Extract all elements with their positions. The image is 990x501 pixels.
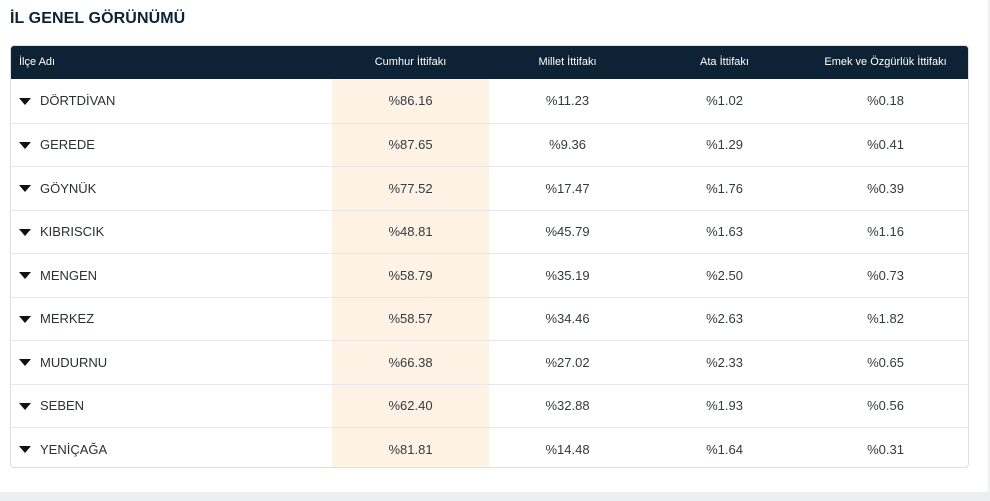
caret-down-icon[interactable] xyxy=(19,141,31,149)
district-name: KIBRISCIK xyxy=(40,224,105,240)
caret-down-icon[interactable] xyxy=(19,97,31,105)
district-cell[interactable]: MENGEN xyxy=(11,254,332,297)
district-cell[interactable]: GÖYNÜK xyxy=(11,167,332,210)
cumhur-value: %66.38 xyxy=(332,341,489,384)
millet-value: %11.23 xyxy=(545,93,590,109)
table-row[interactable]: DÖRTDİVAN %86.16 %11.23 %1.02 %0.18 xyxy=(11,79,968,123)
results-table: İlçe Adı Cumhur İttifakı Millet İttifakı… xyxy=(10,45,969,468)
emek-value: %0.41 xyxy=(867,137,904,153)
column-header-district[interactable]: İlçe Adı xyxy=(19,56,56,68)
table-row[interactable]: MERKEZ %58.57 %34.46 %2.63 %1.82 xyxy=(11,296,968,341)
table-row[interactable]: GÖYNÜK %77.52 %17.47 %1.76 %0.39 xyxy=(11,166,968,210)
right-edge xyxy=(988,0,990,501)
ata-value: %2.33 xyxy=(706,354,743,370)
caret-down-icon[interactable] xyxy=(19,272,31,280)
millet-value: %45.79 xyxy=(545,224,590,240)
millet-value: %27.02 xyxy=(545,354,590,370)
bottom-band xyxy=(0,492,990,501)
district-cell[interactable]: GEREDE xyxy=(11,124,332,167)
district-name: GÖYNÜK xyxy=(40,180,97,196)
ata-value: %1.63 xyxy=(706,224,743,240)
millet-value: %34.46 xyxy=(545,311,590,327)
ata-value: %2.50 xyxy=(706,267,743,283)
caret-down-icon[interactable] xyxy=(19,402,31,410)
caret-down-icon[interactable] xyxy=(19,446,31,454)
section-title: İL GENEL GÖRÜNÜMÜ xyxy=(10,10,186,27)
district-cell[interactable]: MUDURNU xyxy=(11,341,332,384)
millet-value: %32.88 xyxy=(545,398,590,414)
district-cell[interactable]: KIBRISCIK xyxy=(11,211,332,254)
district-name: MERKEZ xyxy=(40,311,95,327)
ata-value: %1.76 xyxy=(706,180,743,196)
millet-value: %9.36 xyxy=(549,137,586,153)
table-row[interactable]: MENGEN %58.79 %35.19 %2.50 %0.73 xyxy=(11,253,968,297)
millet-value: %14.48 xyxy=(545,441,590,457)
table-body: DÖRTDİVAN %86.16 %11.23 %1.02 %0.18 GERE… xyxy=(11,79,968,467)
ata-value: %1.29 xyxy=(706,137,743,153)
district-name: MUDURNU xyxy=(40,354,108,370)
emek-value: %0.18 xyxy=(867,93,904,109)
column-header-emek[interactable]: Emek ve Özgürlük İttifakı xyxy=(824,56,947,68)
caret-down-icon[interactable] xyxy=(19,228,31,236)
millet-value: %17.47 xyxy=(545,180,590,196)
caret-down-icon[interactable] xyxy=(19,185,31,193)
emek-value: %0.73 xyxy=(867,267,904,283)
caret-down-icon[interactable] xyxy=(19,315,31,323)
cumhur-value: %62.40 xyxy=(332,384,489,427)
emek-value: %0.56 xyxy=(867,398,904,414)
cumhur-value: %77.52 xyxy=(332,167,489,210)
table-row[interactable]: GEREDE %87.65 %9.36 %1.29 %0.41 xyxy=(11,122,968,167)
district-cell[interactable]: SEBEN xyxy=(11,385,332,428)
cumhur-value: %87.65 xyxy=(332,123,489,166)
cumhur-value: %48.81 xyxy=(332,210,489,253)
district-cell[interactable]: MERKEZ xyxy=(11,298,332,341)
district-cell[interactable]: YENİÇAĞA xyxy=(11,428,332,467)
emek-value: %1.16 xyxy=(867,224,904,240)
district-name: SEBEN xyxy=(40,398,85,414)
column-header-millet[interactable]: Millet İttifakı xyxy=(538,56,597,68)
district-name: YENİÇAĞA xyxy=(40,441,108,457)
ata-value: %1.02 xyxy=(706,93,743,109)
table-row[interactable]: MUDURNU %66.38 %27.02 %2.33 %0.65 xyxy=(11,340,968,384)
table-row[interactable]: SEBEN %62.40 %32.88 %1.93 %0.56 xyxy=(11,383,968,428)
cumhur-value: %58.79 xyxy=(332,254,489,297)
table-header: İlçe Adı Cumhur İttifakı Millet İttifakı… xyxy=(11,46,968,79)
column-header-ata[interactable]: Ata İttifakı xyxy=(700,56,749,68)
column-header-cumhur[interactable]: Cumhur İttifakı xyxy=(374,56,447,68)
table-row[interactable]: KIBRISCIK %48.81 %45.79 %1.63 %1.16 xyxy=(11,209,968,254)
district-name: DÖRTDİVAN xyxy=(40,93,116,109)
cumhur-value: %81.81 xyxy=(332,428,489,467)
emek-value: %1.82 xyxy=(867,311,904,327)
emek-value: %0.39 xyxy=(867,180,904,196)
emek-value: %0.65 xyxy=(867,354,904,370)
ata-value: %1.93 xyxy=(706,398,743,414)
cumhur-value: %58.57 xyxy=(332,297,489,340)
district-cell[interactable]: DÖRTDİVAN xyxy=(11,79,332,123)
ata-value: %2.63 xyxy=(706,311,743,327)
table-row[interactable]: YENİÇAĞA %81.81 %14.48 %1.64 %0.31 xyxy=(11,427,968,467)
millet-value: %35.19 xyxy=(545,267,590,283)
ata-value: %1.64 xyxy=(706,441,743,457)
caret-down-icon[interactable] xyxy=(19,359,31,367)
district-name: GEREDE xyxy=(40,137,95,153)
emek-value: %0.31 xyxy=(867,441,904,457)
cumhur-value: %86.16 xyxy=(332,79,489,123)
district-name: MENGEN xyxy=(40,267,98,283)
